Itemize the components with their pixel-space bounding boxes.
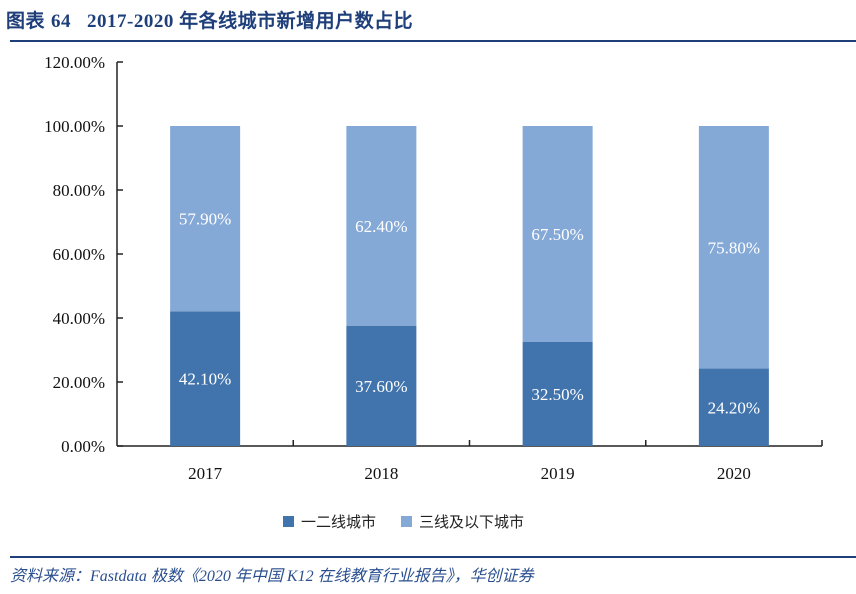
bar-segment — [170, 126, 241, 312]
data-label: 57.90% — [179, 210, 231, 229]
y-tick-label: 60.00% — [53, 245, 105, 264]
bar-segment — [698, 126, 769, 369]
title-divider — [10, 40, 856, 42]
figure-title: 图表 64 2017-2020 年各线城市新增用户数占比 — [6, 6, 413, 33]
y-axis: 0.00% 20.00% 40.00% 60.00% 80.00% 100.00% 120.… — [44, 53, 123, 456]
legend: 一二线城市 三线及以下城市 — [283, 513, 524, 531]
y-tick-label: 80.00% — [53, 181, 105, 200]
x-tick-label: 2018 — [364, 464, 398, 483]
data-label: 32.50% — [531, 385, 583, 404]
y-tick-label: 120.00% — [44, 53, 105, 72]
legend-swatch — [401, 516, 412, 527]
y-tick-label: 40.00% — [53, 309, 105, 328]
bar-segment — [346, 126, 417, 326]
data-label: 75.80% — [708, 238, 760, 257]
legend-label: 三线及以下城市 — [419, 513, 524, 531]
data-label: 62.40% — [355, 217, 407, 236]
x-tick-label: 2019 — [541, 464, 575, 483]
legend-swatch — [283, 516, 294, 527]
data-label: 42.10% — [179, 370, 231, 389]
figure-title-text: 2017-2020 年各线城市新增用户数占比 — [87, 11, 414, 32]
bar-segment — [698, 368, 769, 446]
x-axis: 2017 2018 2019 2020 — [117, 440, 823, 483]
bar-segment — [170, 311, 241, 446]
bars: 42.10% 57.90% 37.60% 62.40% 32.50% 67.50% 24.2… — [170, 126, 769, 446]
bar-segment — [522, 126, 593, 342]
source-divider — [10, 556, 856, 558]
y-tick-label: 0.00% — [61, 437, 105, 456]
x-tick-label: 2020 — [717, 464, 751, 483]
source-note: 资料来源：Fastdata 极数《2020 年中国 K12 在线教育行业报告》，… — [10, 568, 534, 585]
legend-label: 一二线城市 — [301, 513, 376, 531]
data-label: 37.60% — [355, 377, 407, 396]
bar-segment — [522, 342, 593, 446]
data-label: 24.20% — [708, 398, 760, 417]
bar-segment — [346, 325, 417, 446]
y-tick-label: 100.00% — [44, 117, 105, 136]
y-tick-label: 20.00% — [53, 373, 105, 392]
figure-prefix: 图表 — [6, 11, 46, 32]
x-tick-label: 2017 — [188, 464, 223, 483]
figure-number: 64 — [51, 11, 72, 32]
data-label: 67.50% — [531, 225, 583, 244]
